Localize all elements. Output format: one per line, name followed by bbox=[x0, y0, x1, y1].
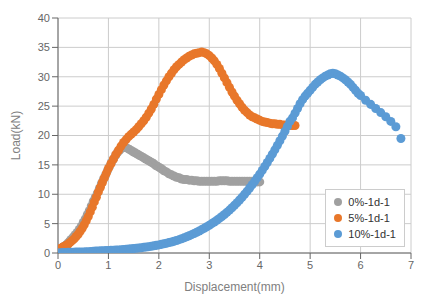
svg-text:30: 30 bbox=[38, 71, 50, 83]
html-text:10%-1d-1: 10%-1d-1 bbox=[348, 228, 396, 240]
svg-text:2: 2 bbox=[156, 259, 162, 271]
svg-text:25: 25 bbox=[38, 100, 50, 112]
svg-text:7: 7 bbox=[408, 259, 414, 271]
svg-text:3: 3 bbox=[206, 259, 212, 271]
svg-text:35: 35 bbox=[38, 41, 50, 53]
svg-text:0: 0 bbox=[44, 247, 50, 259]
svg-text:Displacement(mm): Displacement(mm) bbox=[184, 280, 285, 294]
svg-text:5: 5 bbox=[44, 218, 50, 230]
html-text:5%-1d-1: 5%-1d-1 bbox=[348, 212, 390, 224]
svg-text:4: 4 bbox=[257, 259, 263, 271]
svg-text:Load(kN): Load(kN) bbox=[9, 111, 23, 160]
svg-text:5: 5 bbox=[307, 259, 313, 271]
svg-text:1: 1 bbox=[105, 259, 111, 271]
svg-text:20: 20 bbox=[38, 129, 50, 141]
html-text:0%-1d-1: 0%-1d-1 bbox=[348, 196, 390, 208]
svg-text:15: 15 bbox=[38, 159, 50, 171]
svg-text:40: 40 bbox=[38, 12, 50, 24]
svg-text:6: 6 bbox=[358, 259, 364, 271]
svg-text:0: 0 bbox=[55, 259, 61, 271]
svg-text:10: 10 bbox=[38, 188, 50, 200]
